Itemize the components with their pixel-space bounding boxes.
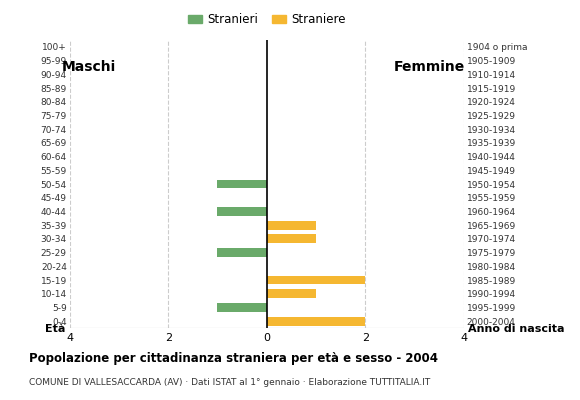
Bar — [267, 317, 365, 326]
Legend: Stranieri, Straniere: Stranieri, Straniere — [183, 9, 350, 31]
Text: Età: Età — [45, 324, 66, 334]
Bar — [267, 234, 316, 243]
Text: Femmine: Femmine — [394, 60, 465, 74]
Bar — [267, 221, 316, 230]
Bar — [218, 248, 267, 257]
Bar — [267, 276, 365, 284]
Bar — [218, 180, 267, 188]
Text: COMUNE DI VALLESACCARDA (AV) · Dati ISTAT al 1° gennaio · Elaborazione TUTTITALI: COMUNE DI VALLESACCARDA (AV) · Dati ISTA… — [29, 378, 430, 387]
Text: Popolazione per cittadinanza straniera per età e sesso - 2004: Popolazione per cittadinanza straniera p… — [29, 352, 438, 365]
Text: Anno di nascita: Anno di nascita — [468, 324, 564, 334]
Bar — [218, 303, 267, 312]
Bar — [267, 289, 316, 298]
Bar — [218, 207, 267, 216]
Text: Maschi: Maschi — [62, 60, 117, 74]
